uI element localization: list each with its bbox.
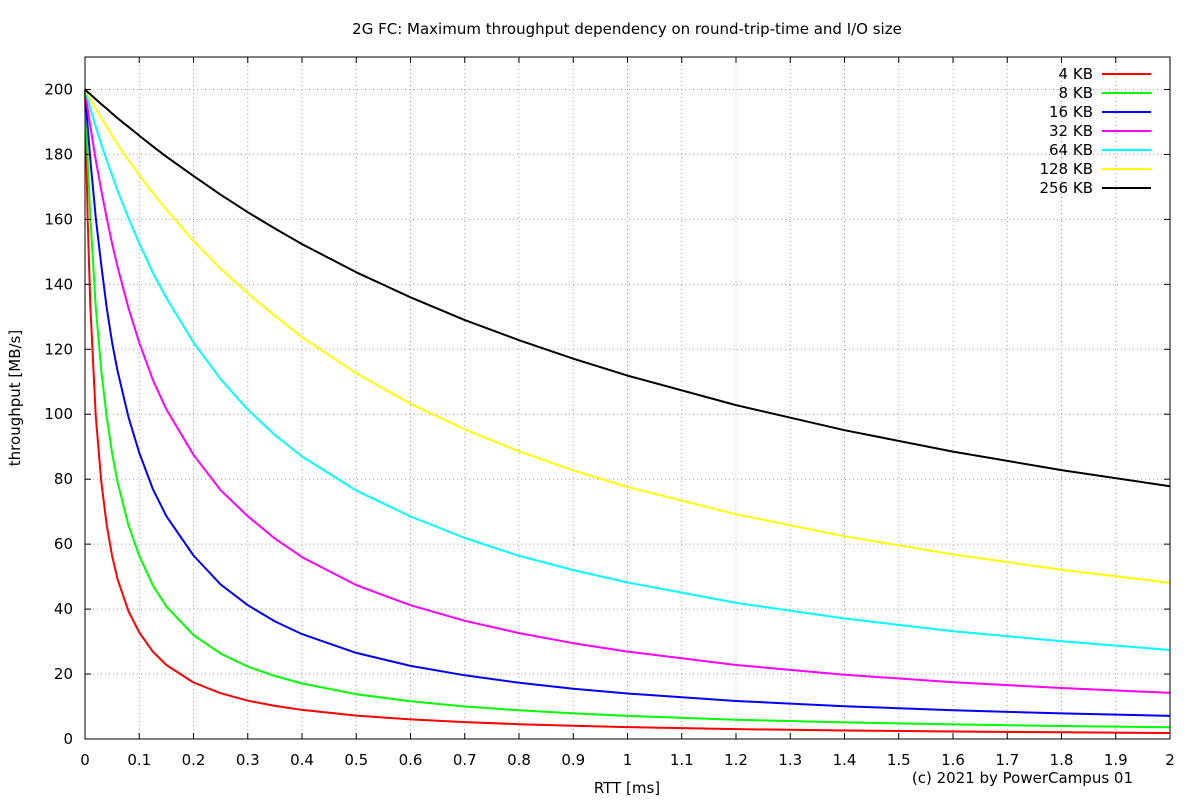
y-tick-label: 40 xyxy=(54,600,73,618)
y-tick-label: 180 xyxy=(44,145,73,163)
x-tick-label: 0.1 xyxy=(127,751,151,769)
x-tick-label: 1.2 xyxy=(724,751,748,769)
x-tick-label: 0.4 xyxy=(290,751,314,769)
legend-label: 16 KB xyxy=(1049,103,1093,121)
legend-label: 32 KB xyxy=(1049,122,1093,140)
y-tick-label: 60 xyxy=(54,535,73,553)
x-tick-label: 0.6 xyxy=(399,751,423,769)
y-tick-label: 120 xyxy=(44,340,73,358)
series-lines xyxy=(84,88,1171,734)
y-tick-label: 20 xyxy=(54,665,73,683)
series-line-64-kb xyxy=(84,89,1171,651)
x-tick-label: 1.6 xyxy=(941,751,965,769)
y-tick-label: 0 xyxy=(63,730,73,748)
x-tick-label: 1 xyxy=(623,751,633,769)
legend-label: 128 KB xyxy=(1039,160,1093,178)
x-tick-label: 1.7 xyxy=(995,751,1019,769)
x-tick-label: 0.7 xyxy=(453,751,477,769)
series-line-256-kb xyxy=(84,88,1171,488)
y-tick-label: 100 xyxy=(44,405,73,423)
y-tick-label: 160 xyxy=(44,210,73,228)
legend-label: 4 KB xyxy=(1059,65,1093,83)
y-tick-label: 200 xyxy=(44,80,73,98)
x-tick-label: 0 xyxy=(80,751,90,769)
legend-label: 8 KB xyxy=(1059,84,1093,102)
x-tick-label: 1.3 xyxy=(778,751,802,769)
y-axis-label: throughput [MB/s] xyxy=(6,330,24,466)
series-line-8-kb xyxy=(84,89,1171,729)
grid-lines xyxy=(85,57,1170,739)
x-tick-label: 1.1 xyxy=(670,751,694,769)
x-tick-label: 0.5 xyxy=(344,751,368,769)
series-line-32-kb xyxy=(84,89,1171,694)
series-line-128-kb xyxy=(84,89,1171,584)
x-tick-label: 2 xyxy=(1165,751,1175,769)
x-tick-label: 0.3 xyxy=(236,751,260,769)
x-tick-label: 1.8 xyxy=(1050,751,1074,769)
axis-ticks: 0 0.1 0.2 0.3 0.4 0.5 0.6 0.7 0.8 0.9 1 1.1 1.2 1.3 1.… xyxy=(44,57,1175,769)
chart-title: 2G FC: Maximum throughput dependency on … xyxy=(352,20,902,38)
x-axis-label: RTT [ms] xyxy=(594,779,660,797)
series-line-16-kb xyxy=(84,89,1171,717)
x-tick-label: 0.8 xyxy=(507,751,531,769)
x-tick-label: 1.4 xyxy=(833,751,857,769)
x-tick-label: 0.9 xyxy=(561,751,585,769)
series-line-4-kb xyxy=(84,89,1171,734)
legend-label: 64 KB xyxy=(1049,141,1093,159)
x-tick-label: 0.2 xyxy=(182,751,206,769)
y-tick-label: 80 xyxy=(54,470,73,488)
x-tick-label: 1.5 xyxy=(887,751,911,769)
y-tick-label: 140 xyxy=(44,275,73,293)
legend-label: 256 KB xyxy=(1039,179,1093,197)
x-tick-label: 1.9 xyxy=(1104,751,1128,769)
copyright-annotation: (c) 2021 by PowerCampus 01 xyxy=(912,769,1133,787)
